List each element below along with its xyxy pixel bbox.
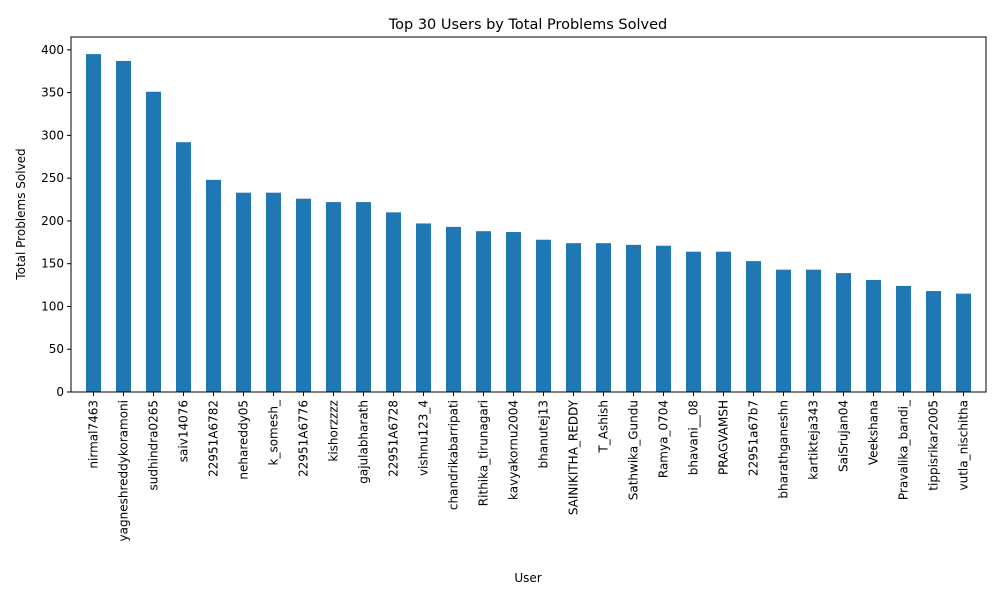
- bar-Ramya_0704: [656, 245, 671, 392]
- x-tick-label: yagneshreddykoramoni: [117, 400, 131, 541]
- x-tick-label: nehareddy05: [237, 400, 251, 480]
- bar-chandrikabarripati: [446, 226, 461, 392]
- bar-22951A6782: [206, 179, 221, 392]
- x-tick-label: bhanutej13: [537, 400, 551, 468]
- y-axis-title: Total Problems Solved: [14, 148, 28, 280]
- x-tick-label: tippisrikar2005: [927, 400, 941, 491]
- bar-Rithika_tirunagari: [476, 231, 491, 392]
- x-tick-label: Rithika_tirunagari: [477, 400, 491, 506]
- x-tick-label: Ramya_0704: [657, 400, 671, 478]
- x-tick-label: sudhindra0265: [147, 400, 161, 490]
- x-tick-label: k_somesh_: [267, 399, 281, 465]
- x-tick-label: Sathwika_Gundu: [627, 400, 641, 500]
- x-axis: nirmal7463 yagneshreddykoramoni sudhindra0…: [87, 392, 971, 541]
- bar-T_Ashish: [596, 243, 611, 392]
- bar-yagneshreddykoramoni: [116, 60, 131, 392]
- y-tick-label: 400: [41, 43, 64, 57]
- bar-kishorzzzz: [326, 202, 341, 392]
- bar-nehareddy05: [236, 192, 251, 392]
- bar-vutla_nischitha: [956, 293, 971, 392]
- x-tick-label: 22951A6776: [297, 400, 311, 477]
- bar-sudhindra0265: [146, 91, 161, 393]
- y-axis: 0 50 100 150 200 250 300 350 400: [41, 43, 71, 399]
- y-tick-label: 150: [41, 257, 64, 271]
- bar-gajulabharath: [356, 202, 371, 392]
- x-tick-label: Veekshana: [867, 400, 881, 465]
- x-tick-label: 22951A6782: [207, 400, 221, 477]
- x-tick-label: kavyakornu2004: [507, 400, 521, 500]
- x-tick-label: nirmal7463: [87, 400, 101, 469]
- x-tick-label: bhavani__08: [687, 400, 701, 475]
- x-tick-label: 22951A6728: [387, 400, 401, 477]
- x-tick-label: Pravalika_bandi_: [897, 399, 911, 500]
- chart-title: Top 30 Users by Total Problems Solved: [388, 17, 667, 33]
- y-tick-label: 0: [56, 385, 64, 399]
- x-tick-label: saiv14076: [177, 400, 191, 462]
- x-tick-label: gajulabharath: [357, 400, 371, 484]
- bar-kavyakornu2004: [506, 232, 521, 392]
- x-tick-label: vishnu123_4: [417, 400, 431, 476]
- plot-frame: [70, 36, 987, 393]
- y-tick-label: 50: [49, 342, 64, 356]
- x-tick-label: PRAGVAMSH: [717, 400, 731, 475]
- bar-PRAGVAMSH: [716, 251, 731, 392]
- y-tick-label: 350: [41, 86, 64, 100]
- bar-bhanutej13: [536, 239, 551, 392]
- bar-saiv14076: [176, 142, 191, 392]
- bar-Veekshana: [866, 279, 881, 392]
- plot-area: [86, 54, 971, 393]
- x-tick-label: chandrikabarripati: [447, 400, 461, 510]
- x-tick-label: kishorzzzz: [327, 400, 341, 462]
- bar-22951A6776: [296, 198, 311, 392]
- bar-tippisrikar2005: [926, 291, 941, 392]
- bar-22951a67b7: [746, 261, 761, 392]
- x-tick-label: 22951a67b7: [747, 400, 761, 476]
- bar-Sathwika_Gundu: [626, 244, 641, 392]
- bar-Pravalika_bandi_: [896, 285, 911, 392]
- y-tick-label: 250: [41, 171, 64, 185]
- bar-bharathganeshn: [776, 269, 791, 392]
- bar-kartikteja343: [806, 269, 821, 392]
- y-tick-label: 200: [41, 214, 64, 228]
- bar-nirmal7463: [86, 54, 101, 393]
- bar-vishnu123_4: [416, 223, 431, 392]
- x-tick-label: T_Ashish: [597, 400, 611, 454]
- bar-SAINIKITHA_REDDY: [566, 243, 581, 392]
- y-tick-label: 100: [41, 299, 64, 313]
- x-tick-label: vutla_nischitha: [957, 400, 971, 491]
- bar-SaiSrujan04: [836, 273, 851, 392]
- bar-k_somesh_: [266, 192, 281, 392]
- x-tick-label: SaiSrujan04: [837, 400, 851, 472]
- y-tick-label: 300: [41, 128, 64, 142]
- bar-bhavani__08: [686, 251, 701, 392]
- x-tick-label: kartikteja343: [807, 400, 821, 480]
- x-tick-label: SAINIKITHA_REDDY: [567, 399, 581, 515]
- x-axis-title: User: [514, 571, 541, 585]
- bar-22951A6728: [386, 212, 401, 392]
- x-tick-label: bharathganeshn: [777, 400, 791, 499]
